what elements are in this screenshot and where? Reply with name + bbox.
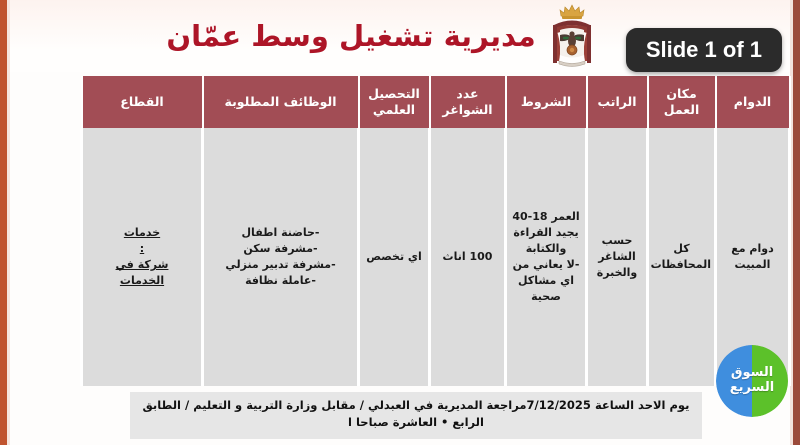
- condition-line-3: -لا يعاني من اي مشاكل صحية: [512, 258, 580, 303]
- job-item-4: -عاملة نظافة: [245, 273, 316, 287]
- sector-line-3: شركة في: [115, 258, 169, 271]
- caption-band: يوم الاحد الساعة 7/12/2025مراجعة المديري…: [130, 392, 702, 439]
- left-edge-strip: [0, 0, 7, 445]
- header-duty: الدوام: [714, 76, 791, 128]
- header-jobs: الوظائف المطلوبة: [201, 76, 360, 128]
- job-item-1: -حاضنة اطفال: [241, 226, 320, 240]
- header-conditions: الشروط: [504, 76, 588, 128]
- souq-sarie-watermark-logo: [716, 345, 788, 417]
- header-salary: الراتب: [585, 76, 649, 128]
- sector-line-4: الخدمات: [119, 273, 165, 287]
- cell-conditions: العمر 18-40 يجيد القراءة والكتابة -لا يع…: [504, 128, 588, 386]
- table-header-row: الدوام مكان العمل الراتب الشروط عدد الشو…: [80, 76, 791, 128]
- job-item-2: -مشرفة سكن: [243, 242, 318, 256]
- header-education: التحصيل العلمي: [357, 76, 431, 128]
- header-vacancies: عدد الشواغر: [428, 76, 507, 128]
- caption-text: يوم الاحد الساعة 7/12/2025مراجعة المديري…: [142, 398, 690, 430]
- right-edge-strip: [793, 0, 800, 445]
- condition-line-1: العمر 18-40: [512, 210, 580, 224]
- slide-counter-badge: Slide 1 of 1: [625, 28, 782, 72]
- right-inner-strip: [790, 0, 793, 445]
- cell-duty: دوام مع المبيت: [714, 128, 791, 386]
- job-item-3: -مشرفة تدبير منزلي: [225, 258, 336, 271]
- sector-line-1: خدمات: [123, 226, 161, 240]
- page-title: مديرية تشغيل وسط عمّان: [166, 19, 536, 53]
- header-workplace: مكان العمل: [646, 76, 717, 128]
- cell-jobs: -حاضنة اطفال -مشرفة سكن -مشرفة تدبير منز…: [201, 128, 360, 386]
- cell-sector: خدمات : شركة في الخدمات: [80, 128, 204, 386]
- sector-line-2: :: [139, 242, 145, 256]
- cell-education: اي تخصص: [357, 128, 431, 386]
- jobs-table: الدوام مكان العمل الراتب الشروط عدد الشو…: [80, 76, 791, 386]
- cell-workplace: كل المحافظات: [646, 128, 717, 386]
- cell-salary: حسب الشاغر والخبرة: [585, 128, 649, 386]
- condition-line-2: يجيد القراءة والكتابة: [513, 226, 579, 256]
- left-inner-strip: [7, 0, 10, 445]
- jordan-coat-of-arms-icon: [552, 4, 591, 67]
- cell-vacancies: 100 اناث: [428, 128, 507, 386]
- table-row: دوام مع المبيت كل المحافظات حسب الشاغر و…: [80, 128, 791, 386]
- header-sector: القطاع: [80, 76, 204, 128]
- title-row: مديرية تشغيل وسط عمّان: [166, 3, 597, 69]
